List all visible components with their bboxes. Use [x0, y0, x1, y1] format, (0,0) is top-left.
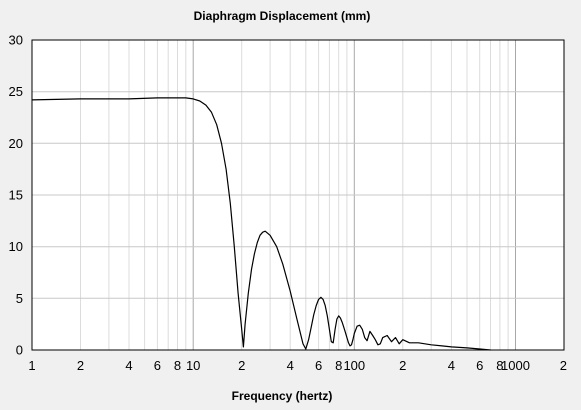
y-tick-label: 0: [16, 343, 23, 358]
x-tick-label: 4: [448, 358, 455, 373]
x-axis-label: Frequency (hertz): [232, 389, 333, 403]
plot-frame: [31, 39, 565, 351]
y-tick-label: 10: [9, 239, 23, 254]
x-tick-label: 8: [335, 358, 342, 373]
x-tick-label: 1000: [501, 358, 530, 373]
series-group: [31, 97, 491, 351]
x-tick-label: 10: [186, 358, 200, 373]
x-tick-label: 2: [399, 358, 406, 373]
x-tick-label: 4: [125, 358, 132, 373]
y-tick-labels: 0 5 10 15 20 25 30: [9, 33, 23, 358]
grid-lines: [32, 40, 564, 350]
x-tick-label: 2: [560, 358, 567, 373]
x-tick-label: 8: [174, 358, 181, 373]
x-tick-label: 100: [343, 358, 365, 373]
chart-title: Diaphragm Displacement (mm): [194, 9, 371, 23]
y-tick-label: 25: [9, 84, 23, 99]
x-tick-label: 2: [238, 358, 245, 373]
x-tick-label: 6: [315, 358, 322, 373]
x-tick-label: 6: [476, 358, 483, 373]
x-tick-label: 6: [154, 358, 161, 373]
x-tick-label: 2: [77, 358, 84, 373]
displacement-series-line: [31, 97, 491, 351]
y-tick-label: 5: [16, 291, 23, 306]
y-tick-label: 30: [9, 33, 23, 48]
x-tick-label: 8: [496, 358, 503, 373]
y-tick-label: 20: [9, 136, 23, 151]
x-tick-label: 4: [287, 358, 294, 373]
x-tick-label: 1: [28, 358, 35, 373]
y-tick-label: 15: [9, 188, 23, 203]
